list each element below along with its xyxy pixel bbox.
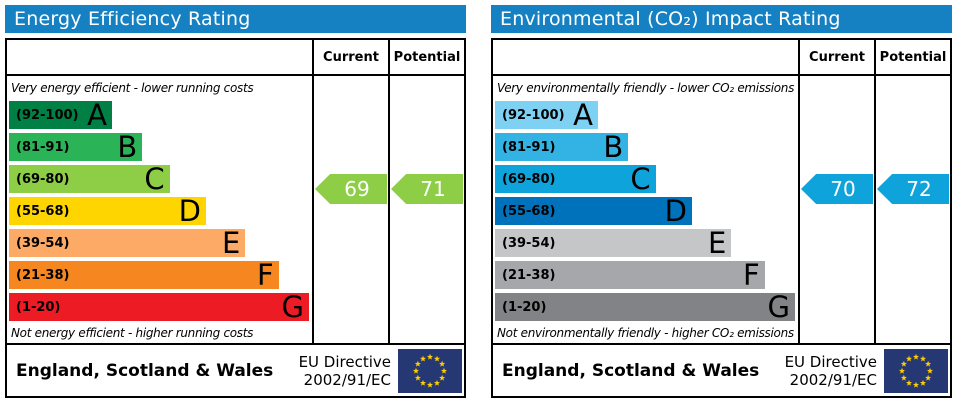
eu-directive-line1: EU Directive [784,352,877,371]
energy-potential-rating-arrow: 71 [391,174,463,204]
energy-rating-table: Current Potential Very energy efficient … [5,38,466,398]
region-label: England, Scotland & Wales [502,360,760,381]
environmental-potential-value: 72 [906,177,932,201]
band-e-range: (39-54) [16,235,70,251]
band-b-range: (81-91) [16,139,70,155]
energy-bottom-note: Not energy efficient - higher running co… [11,326,254,340]
band-g-letter: G [767,290,790,324]
energy-current-column-header: Current [312,40,388,74]
band-f-range: (21-38) [16,267,70,283]
energy-panel-title: Energy Efficiency Rating [5,5,466,33]
environmental-table-body-row: Very environmentally friendly - lower CO… [493,76,950,345]
eu-flag-icon [884,348,948,393]
potential-label: Potential [393,49,461,65]
energy-current-rating-arrow: 69 [315,174,387,204]
environmental-bands-area: Very environmentally friendly - lower CO… [493,76,798,343]
energy-current-value: 69 [344,177,370,201]
energy-potential-column-header: Potential [388,40,464,74]
environmental-impact-panel: Environmental (CO₂) Impact Rating Curren… [491,5,952,398]
environmental-potential-cell: 72 [874,76,950,343]
environmental-header-spacer [493,40,798,74]
eu-flag-icon [398,348,462,393]
environmental-band-scale: (92-100) A (81-91) B (69-80) C (55-68) [495,98,798,324]
band-c: (69-80) C [495,162,656,196]
band-f: (21-38) F [9,258,279,292]
band-e-range: (39-54) [502,235,556,251]
environmental-current-rating-arrow: 70 [801,174,873,204]
band-a-letter: A [87,98,108,132]
band-a: (92-100) A [495,98,599,132]
eu-directive-line1: EU Directive [298,352,391,371]
band-e-letter: E [222,226,241,260]
eu-directive-label: EU Directive 2002/91/EC [299,353,391,389]
energy-current-cell: 69 [312,76,388,343]
band-c-letter: C [630,162,651,196]
band-e: (39-54) E [495,226,732,260]
energy-table-header-row: Current Potential [7,40,464,76]
energy-potential-value: 71 [420,177,446,201]
band-c-range: (69-80) [16,171,70,187]
environmental-potential-column-header: Potential [874,40,950,74]
energy-top-note: Very energy efficient - lower running co… [11,81,254,95]
band-g-letter: G [281,290,304,324]
band-b: (81-91) B [495,130,629,164]
environmental-current-cell: 70 [798,76,874,343]
band-f-letter: F [742,258,760,292]
band-a-range: (92-100) [502,107,565,123]
eu-directive-label: EU Directive 2002/91/EC [785,353,877,389]
energy-bands-area: Very energy efficient - lower running co… [7,76,312,343]
band-g-range: (1-20) [16,299,61,315]
band-f-range: (21-38) [502,267,556,283]
band-g: (1-20) G [9,290,309,324]
energy-efficiency-panel: Energy Efficiency Rating Current Potenti… [5,5,466,398]
band-e-letter: E [708,226,727,260]
band-a-letter: A [573,98,594,132]
band-a-range: (92-100) [16,107,79,123]
band-c-range: (69-80) [502,171,556,187]
band-b: (81-91) B [9,130,143,164]
band-c-letter: C [144,162,165,196]
band-f: (21-38) F [495,258,765,292]
energy-table-body-row: Very energy efficient - lower running co… [7,76,464,345]
band-b-letter: B [603,130,624,164]
environmental-current-value: 70 [830,177,856,201]
band-g: (1-20) G [495,290,795,324]
current-label: Current [809,49,865,65]
environmental-panel-title: Environmental (CO₂) Impact Rating [491,5,952,33]
energy-band-scale: (92-100) A (81-91) B (69-80) C (55-68) [9,98,312,324]
environmental-table-footer-row: England, Scotland & Wales EU Directive 2… [493,345,950,396]
band-d-range: (55-68) [502,203,556,219]
eu-directive-line2: 2002/91/EC [303,370,391,389]
band-d: (55-68) D [495,194,692,228]
environmental-potential-rating-arrow: 72 [877,174,949,204]
band-e: (39-54) E [9,226,246,260]
environmental-current-column-header: Current [798,40,874,74]
current-label: Current [323,49,379,65]
band-g-range: (1-20) [502,299,547,315]
band-d-range: (55-68) [16,203,70,219]
environmental-top-note: Very environmentally friendly - lower CO… [497,81,795,95]
potential-label: Potential [879,49,947,65]
band-d-letter: D [664,194,687,228]
band-c: (69-80) C [9,162,170,196]
environmental-rating-table: Current Potential Very environmentally f… [491,38,952,398]
eu-directive-line2: 2002/91/EC [789,370,877,389]
band-d-letter: D [178,194,201,228]
band-f-letter: F [256,258,274,292]
band-a: (92-100) A [9,98,113,132]
environmental-table-header-row: Current Potential [493,40,950,76]
band-b-letter: B [117,130,138,164]
band-d: (55-68) D [9,194,206,228]
environmental-bottom-note: Not environmentally friendly - higher CO… [497,326,794,340]
band-b-range: (81-91) [502,139,556,155]
energy-potential-cell: 71 [388,76,464,343]
region-label: England, Scotland & Wales [16,360,274,381]
energy-header-spacer [7,40,312,74]
energy-table-footer-row: England, Scotland & Wales EU Directive 2… [7,345,464,396]
